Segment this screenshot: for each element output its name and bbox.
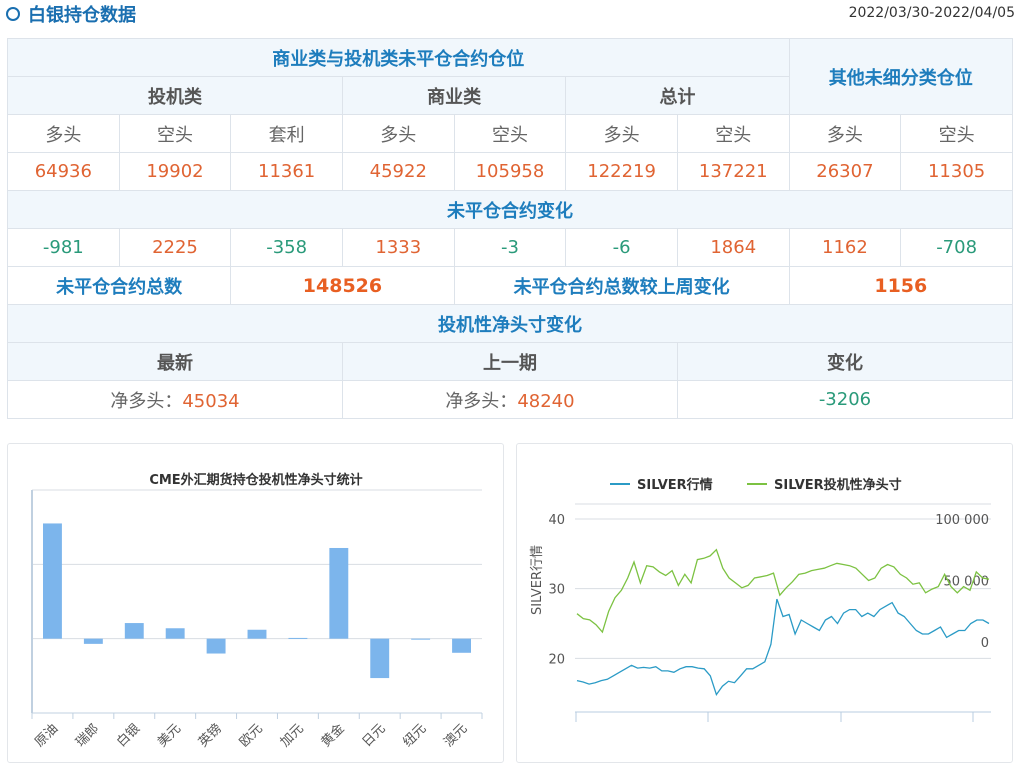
position-value: 45922 <box>341 152 455 191</box>
change-value: 1333 <box>341 228 455 267</box>
bar-瑞郎 <box>83 638 103 644</box>
y2-tick-label: 100 000 <box>935 513 989 528</box>
page-header: 白银持仓数据 <box>6 2 136 26</box>
group-total: 总计 <box>565 76 790 115</box>
bar-原油 <box>43 523 62 639</box>
bar-加元 <box>288 637 308 639</box>
weekly-value: 1156 <box>788 266 1014 305</box>
bar-英镑 <box>206 638 226 654</box>
bar-欧元 <box>247 629 267 639</box>
column-header: 套利 <box>230 114 343 153</box>
group-title: 商业类与投机类未平仓合约仓位 <box>7 38 790 77</box>
position-value: 64936 <box>7 152 120 191</box>
net-header-prev: 上一期 <box>341 342 678 381</box>
column-header: 空头 <box>453 114 567 153</box>
bar-黄金 <box>329 547 349 639</box>
legend-label: SILVER行情 <box>637 477 713 493</box>
legend-label: SILVER投机性净头寸 <box>774 477 902 493</box>
column-header: 多头 <box>788 114 902 153</box>
change-value: 1864 <box>676 228 790 267</box>
bar-纽元 <box>411 638 431 640</box>
y-tick-label: 30 <box>548 583 565 598</box>
date-range: 2022/03/30-2022/04/05 <box>848 5 1015 21</box>
bar-白银 <box>124 623 144 639</box>
x-tick-label: 美元 <box>155 721 184 750</box>
change-title: 未平仓合约变化 <box>7 190 1013 229</box>
group-speculative: 投机类 <box>7 76 343 115</box>
x-tick-label: 日元 <box>360 721 389 750</box>
x-tick-label: 英镑 <box>195 721 225 751</box>
x-tick-label: 原油 <box>32 721 61 750</box>
y2-tick-label: 0 <box>981 636 989 651</box>
change-value: 2225 <box>118 228 232 267</box>
net-change: -3206 <box>676 380 1014 419</box>
series-line-price <box>576 598 990 697</box>
positions-table: 商业类与投机类未平仓合约仓位 其他未细分类仓位 投机类 商业类 总计 多头 空头套… <box>6 38 1014 419</box>
y-tick-label: 20 <box>548 652 565 667</box>
line-chart: SILVER行情 SILVER投机性净头寸 20 30 40 0 50 000 100 000… <box>530 477 991 722</box>
bar-澳元 <box>452 638 471 653</box>
circle-icon <box>6 7 20 21</box>
position-value: 11361 <box>230 152 343 191</box>
bar-美元 <box>165 628 185 639</box>
column-header: 多头 <box>7 114 120 153</box>
y2-tick-label: 50 000 <box>944 574 990 589</box>
bar-chart-panel: CME外汇期货持仓投机性净头寸统计原油 瑞郎 白银 美元 英镑 欧元 加元 黄金 日元 纽元 澳元 <box>7 443 504 763</box>
position-value: 105958 <box>453 152 567 191</box>
total-label: 未平仓合约总数 <box>6 266 232 305</box>
bar-日元 <box>370 638 390 679</box>
group-commercial: 商业类 <box>341 76 567 115</box>
column-header: 空头 <box>118 114 232 153</box>
change-value: -981 <box>7 228 120 267</box>
x-tick-label: 加元 <box>278 721 307 750</box>
change-value: -3 <box>453 228 567 267</box>
position-value: 122219 <box>565 152 678 191</box>
x-tick-label: 纽元 <box>400 721 429 750</box>
position-value: 19902 <box>118 152 232 191</box>
y-axis-title: SILVER行情 <box>530 545 545 615</box>
x-tick-label: 欧元 <box>237 721 266 750</box>
net-header-change: 变化 <box>676 342 1014 381</box>
other-title: 其他未细分类仓位 <box>788 38 1014 115</box>
column-header: 空头 <box>676 114 790 153</box>
total-value: 148526 <box>230 266 455 305</box>
net-header-latest: 最新 <box>7 342 343 381</box>
series-line-net-position <box>576 548 990 634</box>
chart-title: CME外汇期货持仓投机性净头寸统计 <box>149 472 362 488</box>
change-value: -6 <box>565 228 678 267</box>
net-latest: 净多头：45034 <box>7 380 343 419</box>
column-header: 多头 <box>341 114 455 153</box>
x-tick-label: 澳元 <box>441 721 471 751</box>
change-value: -708 <box>900 228 1013 267</box>
x-tick-label: 白银 <box>113 721 143 751</box>
column-header: 空头 <box>900 114 1013 153</box>
page-title: 白银持仓数据 <box>28 5 136 26</box>
x-tick-label: 瑞郎 <box>73 721 102 750</box>
column-header: 多头 <box>565 114 678 153</box>
position-value: 26307 <box>788 152 902 191</box>
weekly-label: 未平仓合约总数较上周变化 <box>453 266 790 305</box>
net-prev: 净多头：48240 <box>341 380 678 419</box>
change-value: -358 <box>230 228 343 267</box>
y-tick-label: 40 <box>548 513 565 528</box>
change-value: 1162 <box>788 228 902 267</box>
net-title: 投机性净头寸变化 <box>7 304 1013 343</box>
x-tick-label: 黄金 <box>318 721 348 751</box>
position-value: 137221 <box>676 152 790 191</box>
line-chart-panel: SILVER行情 SILVER投机性净头寸 20 30 40 0 50 000 100 000… <box>516 443 1013 763</box>
position-value: 11305 <box>900 152 1013 191</box>
